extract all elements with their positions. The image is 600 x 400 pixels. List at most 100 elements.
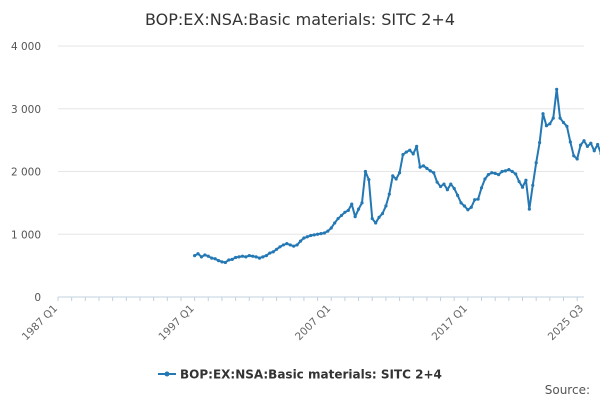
data-point [196,252,200,256]
data-point [456,193,460,197]
data-point [428,169,432,173]
data-point [541,112,545,116]
data-point [520,185,525,189]
data-point [561,120,566,125]
data-point [517,179,521,184]
data-point [261,255,265,259]
data-point [435,180,439,184]
data-point [312,233,316,237]
data-point [333,221,337,225]
data-point [397,171,402,175]
data-point [350,202,354,206]
data-point [309,233,313,238]
series-group[interactable] [193,87,600,265]
data-point [367,178,371,182]
data-point [466,208,470,212]
data-point [408,148,412,152]
legend-label: BOP:EX:NSA:Basic materials: SITC 2+4 [180,368,442,382]
data-point [319,232,323,236]
data-point [227,258,231,262]
data-point [387,192,391,196]
data-point [275,247,279,251]
data-point [247,253,251,258]
data-point [490,171,494,175]
data-point [339,213,344,218]
data-point [264,253,268,258]
y-tick-label: 3 000 [11,104,41,116]
source-label: Source: [545,383,590,397]
data-point [193,253,197,258]
data-point [374,221,378,225]
data-point [223,260,227,265]
data-point [479,186,484,190]
data-point [322,231,327,235]
data-point [585,144,590,148]
legend[interactable]: BOP:EX:NSA:Basic materials: SITC 2+4 [158,368,442,382]
data-point [596,142,600,147]
data-point [391,174,395,178]
data-point [514,172,518,176]
data-point [370,216,374,221]
data-point [220,260,224,264]
data-point [230,257,234,261]
data-point [558,116,562,120]
data-point [452,186,456,191]
data-point [476,197,480,201]
data-point [199,255,204,259]
data-point [551,116,555,120]
data-point [254,255,258,259]
x-tick-label: 1997 Q1 [156,303,196,343]
x-tick-label: 2025 Q3 [546,303,586,343]
data-point [302,236,306,240]
data-point [486,173,490,177]
data-point [445,188,449,192]
data-point [565,124,569,128]
data-point [538,141,542,145]
data-point [213,257,217,261]
data-point [346,208,350,213]
data-point [210,256,214,260]
data-point [469,205,473,209]
data-point [483,177,487,181]
data-point [257,256,262,260]
data-point [442,182,446,186]
chart-title: BOP:EX:NSA:Basic materials: SITC 2+4 [145,10,455,29]
data-point [418,165,422,169]
data-point [394,177,398,181]
data-point [315,232,320,236]
legend-dot-marker [164,371,170,377]
data-point [216,259,221,263]
data-point [425,166,429,170]
data-point [271,250,275,254]
data-point [555,87,559,91]
data-point [278,245,282,249]
data-point [421,164,426,168]
data-point [292,244,296,248]
data-point [527,207,531,211]
data-point [404,150,408,154]
data-point [363,169,367,174]
data-point [568,140,572,144]
data-point [582,139,586,143]
data-point [203,253,207,257]
grid [58,45,584,235]
data-point [380,211,385,216]
x-tick-label: 2007 Q1 [293,303,333,343]
data-point [524,178,528,182]
data-point [493,171,497,175]
y-tick-label: 2 000 [11,167,41,179]
data-point [531,183,535,187]
data-point [240,254,245,258]
x-tick-label: 2017 Q1 [430,303,470,343]
data-point [575,157,579,161]
y-tick-label: 4 000 [11,41,41,53]
data-point [415,144,419,148]
data-point [343,210,347,214]
data-point [473,198,477,202]
data-point [356,207,361,211]
data-point [432,171,436,175]
data-point [281,243,286,247]
data-point [268,251,272,255]
data-point [288,243,292,247]
